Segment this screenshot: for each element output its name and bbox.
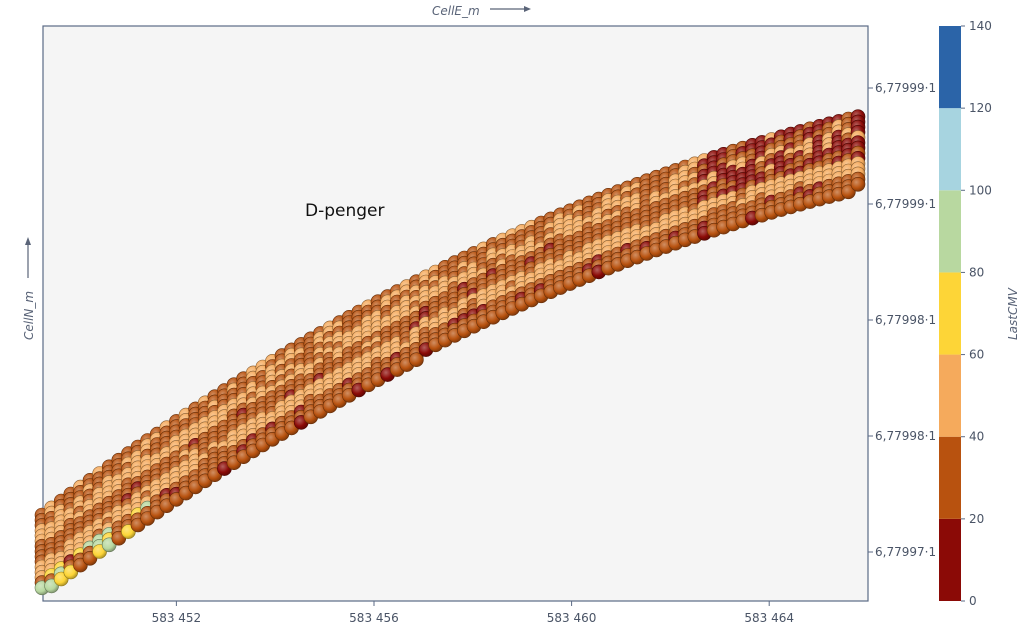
colorbar-tick-label: 40 <box>969 430 984 444</box>
x-tick-label: 583 456 <box>349 611 399 625</box>
y-axis-title: CellN_m <box>22 291 36 340</box>
data-points <box>34 109 866 596</box>
x-tick-label: 583 460 <box>547 611 597 625</box>
colorbar-band <box>939 26 961 109</box>
colorbar-band <box>939 108 961 191</box>
x-tick-label: 583 464 <box>744 611 794 625</box>
chart-annotation: D-penger <box>305 201 385 221</box>
data-point <box>409 352 424 368</box>
y-tick-label: 6,77998·1 <box>875 313 936 327</box>
y-tick-label: 6,77997·1 <box>875 545 936 559</box>
x-axis-arrow-icon <box>490 6 531 12</box>
colorbar-tick-label: 60 <box>969 348 984 362</box>
data-point <box>850 177 866 192</box>
y-axis-arrow-icon <box>25 237 31 278</box>
x-axis-title: CellE_m <box>432 4 480 18</box>
y-axis-ticks: 6,77999·1 6,77999·1 6,77998·1 6,77998·1 6,77… <box>868 81 936 559</box>
colorbar: 0 20 40 60 80 100 120 140 <box>939 19 992 608</box>
colorbar-tick-label: 100 <box>969 183 992 197</box>
colorbar-tick-label: 20 <box>969 512 984 526</box>
y-tick-label: 6,77999·1 <box>875 197 936 211</box>
colorbar-band <box>939 518 961 601</box>
colorbar-tick-label: 80 <box>969 265 984 279</box>
colorbar-tick-label: 140 <box>969 19 992 33</box>
colorbar-title: LastCMV <box>1006 287 1020 340</box>
colorbar-band <box>939 190 961 273</box>
y-tick-label: 6,77998·1 <box>875 429 936 443</box>
colorbar-band <box>939 272 961 355</box>
colorbar-tick-label: 0 <box>969 594 977 608</box>
colorbar-band <box>939 436 961 519</box>
y-tick-label: 6,77999·1 <box>875 81 936 95</box>
colorbar-band <box>939 354 961 437</box>
x-axis-ticks: 583 452 583 456 583 460 583 464 <box>152 601 794 625</box>
colorbar-tick-label: 120 <box>969 101 992 115</box>
x-tick-label: 583 452 <box>152 611 202 625</box>
